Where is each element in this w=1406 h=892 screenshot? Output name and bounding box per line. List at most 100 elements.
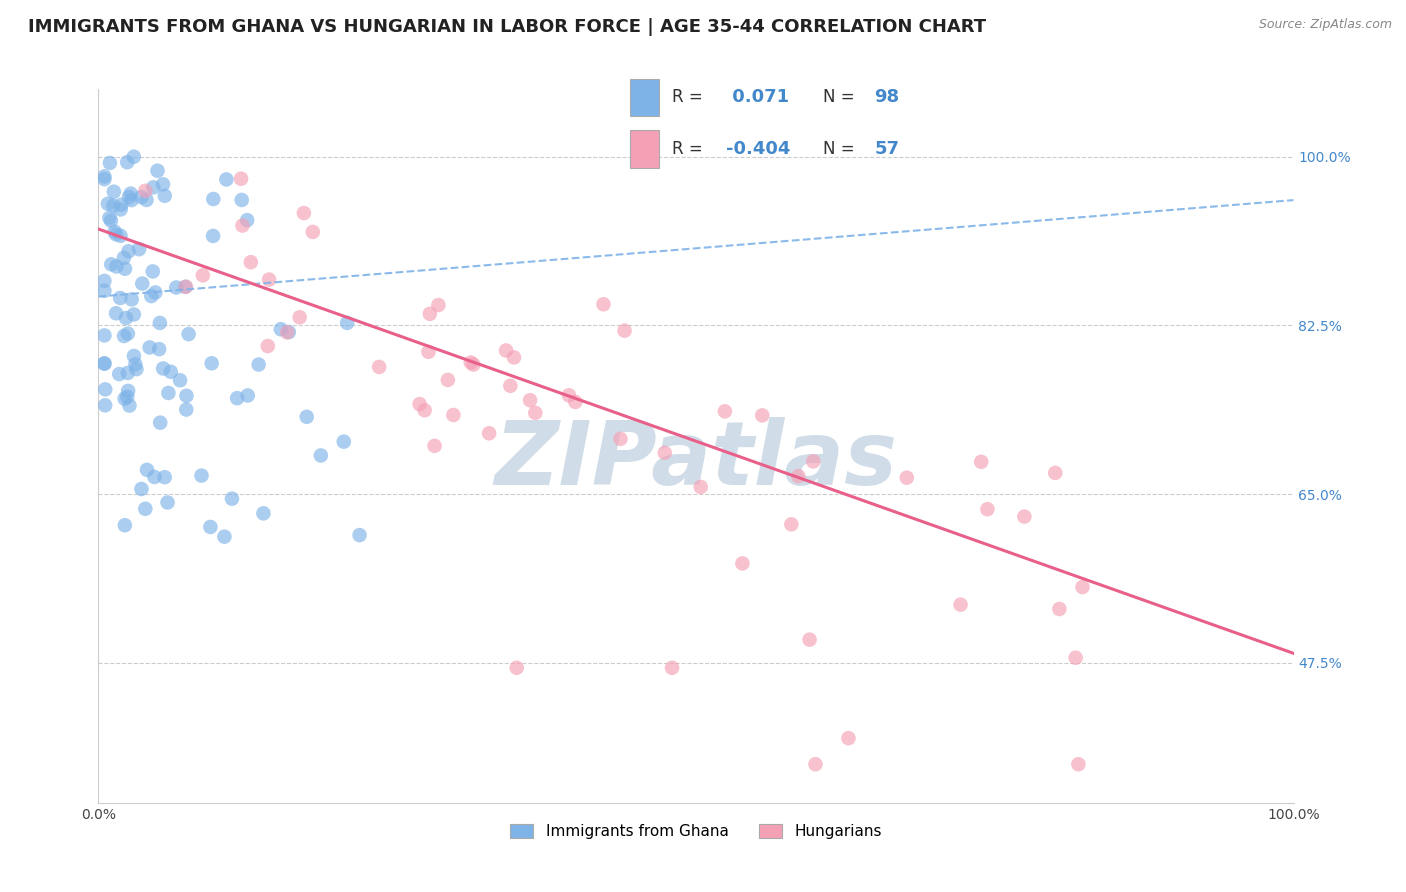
Point xyxy=(202,228,225,243)
Point xyxy=(191,268,214,283)
Point xyxy=(121,293,143,307)
Point xyxy=(100,257,122,271)
Point xyxy=(239,255,262,269)
Point xyxy=(368,359,391,374)
Point xyxy=(174,279,197,293)
Point xyxy=(613,324,636,338)
Point xyxy=(120,186,142,201)
Point xyxy=(731,557,754,571)
Point xyxy=(121,193,143,207)
Point xyxy=(799,632,821,647)
Point xyxy=(115,390,138,404)
Point xyxy=(506,661,529,675)
Point xyxy=(970,455,993,469)
Point xyxy=(419,307,441,321)
Point xyxy=(190,468,212,483)
Point xyxy=(165,280,187,294)
Point xyxy=(93,328,115,343)
Point xyxy=(503,351,526,365)
Point xyxy=(145,285,167,300)
Point xyxy=(437,373,460,387)
Point xyxy=(98,211,121,225)
Point xyxy=(301,225,323,239)
Point xyxy=(427,298,450,312)
Point xyxy=(131,482,153,496)
Point xyxy=(143,470,166,484)
Point xyxy=(229,171,252,186)
Point xyxy=(176,389,198,403)
Point xyxy=(292,206,315,220)
Point xyxy=(114,392,136,406)
Point xyxy=(231,193,253,207)
Point xyxy=(564,395,586,409)
Point xyxy=(153,188,176,202)
Point xyxy=(1014,509,1036,524)
Text: ZIPatlas: ZIPatlas xyxy=(495,417,897,504)
Point xyxy=(117,244,139,259)
Point xyxy=(131,190,153,204)
Point xyxy=(94,383,117,397)
Point xyxy=(142,180,165,194)
Point xyxy=(138,340,160,354)
Point xyxy=(689,480,711,494)
Point xyxy=(1047,602,1070,616)
Point xyxy=(105,260,128,274)
Point xyxy=(976,502,998,516)
Point xyxy=(148,342,170,356)
Point xyxy=(136,463,159,477)
Point xyxy=(93,172,115,186)
Point xyxy=(128,242,150,256)
Point xyxy=(134,501,156,516)
Text: -0.404: -0.404 xyxy=(727,141,790,159)
Point xyxy=(152,361,174,376)
Point xyxy=(105,227,128,242)
Point xyxy=(125,362,148,376)
Point xyxy=(122,349,145,363)
Point xyxy=(519,393,541,408)
Point xyxy=(94,398,117,412)
Point xyxy=(103,199,125,213)
Point xyxy=(949,598,972,612)
Point xyxy=(418,344,440,359)
Point xyxy=(276,326,298,340)
Point xyxy=(236,213,259,227)
Point xyxy=(108,367,131,381)
Point xyxy=(93,169,115,184)
Text: 57: 57 xyxy=(875,141,900,159)
Point xyxy=(141,289,163,303)
Legend: Immigrants from Ghana, Hungarians: Immigrants from Ghana, Hungarians xyxy=(505,818,887,845)
Point xyxy=(93,356,115,370)
Point xyxy=(270,322,292,336)
Point xyxy=(201,356,224,370)
Point xyxy=(110,228,132,243)
Text: Source: ZipAtlas.com: Source: ZipAtlas.com xyxy=(1258,18,1392,31)
Point xyxy=(122,308,145,322)
Text: R =: R = xyxy=(672,88,707,106)
Point xyxy=(558,388,581,402)
Point xyxy=(112,251,135,265)
Point xyxy=(413,403,436,417)
Point xyxy=(202,192,225,206)
Point xyxy=(122,150,145,164)
Point xyxy=(661,661,683,675)
Point xyxy=(97,196,120,211)
Point xyxy=(896,471,918,485)
Bar xyxy=(630,78,659,116)
Point xyxy=(112,329,135,343)
Point xyxy=(105,306,128,320)
Point xyxy=(231,219,253,233)
Point xyxy=(804,757,827,772)
Point xyxy=(93,284,115,298)
Point xyxy=(780,517,803,532)
Point xyxy=(98,156,121,170)
Point xyxy=(110,198,132,212)
Point xyxy=(114,518,136,533)
Point xyxy=(460,355,482,369)
Point xyxy=(295,409,318,424)
Point xyxy=(174,280,197,294)
Point xyxy=(252,507,274,521)
Point xyxy=(247,358,270,372)
Point xyxy=(408,397,430,411)
Point xyxy=(441,408,464,422)
Point xyxy=(256,339,278,353)
